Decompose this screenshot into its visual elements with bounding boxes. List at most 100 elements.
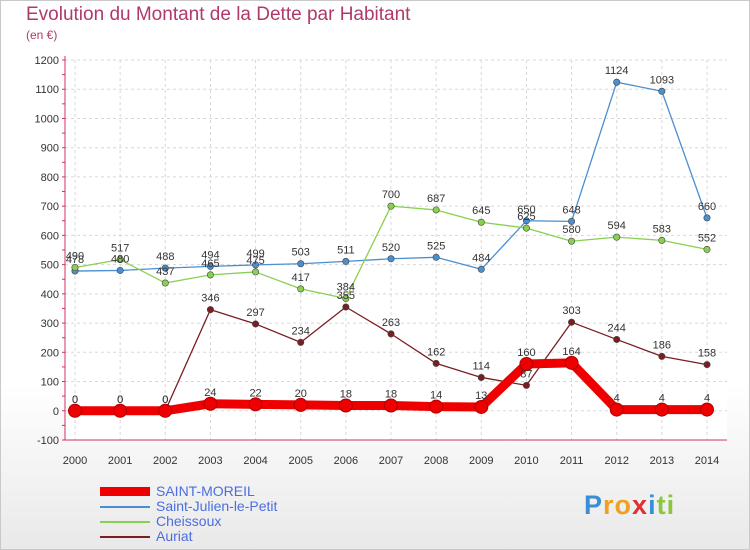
data-point — [387, 202, 395, 210]
x-tick-label: 2006 — [334, 455, 358, 467]
data-label: 499 — [246, 248, 264, 260]
data-point — [68, 403, 82, 418]
legend-swatch — [100, 520, 150, 523]
data-label: 0 — [72, 394, 78, 406]
y-tick-label: 400 — [41, 289, 59, 301]
data-point — [252, 268, 260, 276]
data-label: 14 — [430, 390, 442, 402]
data-point — [658, 87, 666, 95]
y-tick-label: -100 — [37, 435, 59, 447]
data-label: 18 — [385, 389, 397, 401]
data-label: 437 — [156, 266, 174, 278]
x-tick-label: 2005 — [288, 455, 312, 467]
data-label: 234 — [292, 325, 310, 337]
data-label: 303 — [562, 305, 580, 317]
data-point — [432, 206, 440, 214]
data-label: 4 — [659, 393, 665, 405]
logo-letter: P — [584, 490, 604, 520]
chart-legend: SAINT-MOREIL Saint-Julien-le-Petit Cheisso… — [100, 484, 277, 544]
x-tick-label: 2009 — [469, 455, 493, 467]
legend-item: Saint-Julien-le-Petit — [100, 499, 277, 514]
data-point — [387, 255, 395, 263]
data-point — [432, 253, 440, 261]
legend-label: Saint-Julien-le-Petit — [156, 498, 278, 514]
data-point — [522, 381, 530, 389]
data-label: 87 — [520, 368, 532, 380]
data-point — [477, 373, 485, 381]
x-tick-label: 2013 — [650, 455, 674, 467]
x-tick-label: 2011 — [560, 455, 584, 467]
x-tick-label: 2010 — [514, 455, 538, 467]
y-tick-label: 900 — [41, 143, 59, 155]
data-label: 625 — [517, 211, 535, 223]
data-point — [252, 320, 260, 328]
data-label: 4 — [704, 393, 710, 405]
y-tick-label: 1200 — [35, 55, 59, 67]
data-point — [432, 359, 440, 367]
data-point — [654, 402, 669, 417]
data-point — [522, 224, 530, 232]
data-point — [342, 257, 350, 265]
legend-swatch — [100, 505, 150, 508]
logo-letter: i — [666, 490, 676, 520]
data-label: 0 — [72, 394, 78, 406]
logo-letter: i — [648, 490, 657, 520]
data-label: 4 — [614, 393, 620, 405]
data-point — [613, 78, 621, 86]
x-tick-label: 2008 — [424, 455, 448, 467]
y-tick-label: 1100 — [35, 84, 59, 96]
data-label: 355 — [337, 290, 355, 302]
x-tick-label: 2014 — [695, 455, 719, 467]
data-label: 594 — [608, 220, 626, 232]
data-label: 186 — [653, 339, 671, 351]
data-label: 648 — [562, 204, 580, 216]
logo-letter: o — [614, 490, 633, 520]
data-point — [161, 279, 169, 287]
proxiti-logo: Proxiti — [584, 490, 675, 521]
data-label: 164 — [562, 346, 580, 358]
data-label: 263 — [382, 317, 400, 329]
data-label: 158 — [698, 348, 716, 360]
data-point — [477, 265, 485, 273]
data-point — [384, 398, 398, 413]
data-label: 13 — [475, 390, 487, 402]
data-label: 517 — [111, 243, 129, 255]
x-tick-label: 2004 — [243, 455, 267, 467]
data-point — [297, 285, 305, 293]
chart-title: Evolution du Montant de la Dette par Hab… — [26, 4, 411, 25]
data-label: 0 — [117, 394, 123, 406]
data-point — [519, 357, 534, 371]
data-point — [474, 399, 489, 414]
y-tick-label: 100 — [41, 377, 59, 389]
legend-swatch — [100, 487, 150, 496]
data-label: 484 — [472, 252, 490, 264]
x-tick-label: 2001 — [108, 455, 132, 467]
data-label: 24 — [204, 387, 216, 399]
data-label: 583 — [653, 223, 671, 235]
data-label: 503 — [292, 247, 310, 259]
data-label: 18 — [340, 389, 352, 401]
data-point — [568, 237, 576, 245]
data-point — [568, 318, 576, 326]
data-point — [297, 260, 305, 268]
x-tick-label: 2002 — [153, 455, 177, 467]
data-point — [116, 266, 124, 274]
data-label: 346 — [201, 293, 219, 305]
data-point — [703, 214, 711, 222]
data-label: 520 — [382, 242, 400, 254]
x-tick-label: 2012 — [604, 455, 628, 467]
data-point — [609, 402, 624, 417]
data-point — [203, 396, 218, 411]
data-label: 480 — [111, 253, 129, 265]
data-point — [658, 352, 666, 360]
data-label: 687 — [427, 193, 445, 205]
legend-item: Auriat — [100, 529, 277, 544]
plot-area — [65, 60, 727, 440]
data-label: 660 — [698, 201, 716, 213]
data-point — [700, 402, 714, 417]
data-label: 478 — [66, 254, 84, 266]
data-label: 244 — [608, 322, 626, 334]
x-tick-label: 2003 — [198, 455, 222, 467]
data-label: 650 — [517, 204, 535, 216]
legend-label: SAINT-MOREIL — [156, 483, 255, 499]
